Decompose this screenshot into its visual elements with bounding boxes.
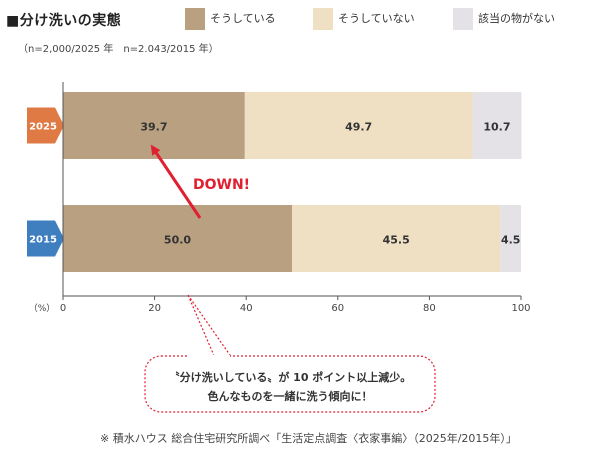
data-label-2015-2: 4.5 (501, 234, 521, 247)
bar-segment-2015-0 (63, 205, 292, 272)
x-tick-label-80: 80 (423, 303, 436, 314)
year-tag-label-2015: 2015 (29, 235, 57, 246)
legend-swatch-doing (185, 8, 205, 30)
year-tag-label-2025: 2025 (29, 122, 57, 133)
bar-segment-2025-1 (244, 92, 473, 159)
down-arrow (150, 144, 202, 219)
callout-box (144, 355, 436, 413)
legend-swatch-not-applicable (453, 8, 473, 30)
sample-size-note: （n=2,000/2025 年 n=2.043/2015 年） (18, 44, 219, 55)
legend-label-not-doing: そうしていない (338, 12, 415, 25)
data-label-2025-0: 39.7 (140, 121, 167, 134)
down-annotation: DOWN! (193, 177, 250, 193)
bar-group: 2025 39.7 49.7 10.7 2015 50.0 45.5 4.5 DOWN! (27, 92, 522, 272)
source-note: ※ 積水ハウス 総合住宅研究所調べ「生活定点調査〈衣家事編〉（2025年/201… (100, 432, 517, 445)
callout: 〝分け洗いしている〟が 10 ポイント以上減少。 色んなものを一緒に洗う傾向に！ (144, 294, 436, 413)
x-tick-label-40: 40 (240, 303, 253, 314)
x-axis: 0 20 40 60 80 100 （%） (29, 82, 531, 314)
x-unit-label: （%） (29, 303, 56, 314)
data-label-2025-2: 10.7 (483, 121, 510, 134)
data-label-2015-0: 50.0 (164, 234, 191, 247)
callout-line-2: 色んなものを一緒に洗う傾向に！ (208, 389, 373, 403)
legend-label-doing: そうしている (210, 12, 276, 25)
legend-label-not-applicable: 該当の物がない (478, 12, 555, 25)
x-tick-label-0: 0 (60, 303, 66, 314)
callout-line-1: 〝分け洗いしている〟が 10 ポイント以上減少。 (169, 370, 412, 384)
bar-segment-2015-2 (500, 205, 521, 272)
data-label-2025-1: 49.7 (345, 121, 372, 134)
x-tick-label-100: 100 (511, 303, 530, 314)
chart-title: ■分け洗いの実態 (6, 13, 122, 29)
data-label-2015-1: 45.5 (383, 234, 410, 247)
year-tag-2015 (27, 220, 64, 257)
x-tick-label-60: 60 (331, 303, 344, 314)
bar-segment-2025-2 (472, 92, 522, 159)
callout-pointer (187, 294, 234, 359)
bar-segment-2015-1 (292, 205, 501, 272)
legend-swatch-not-doing (313, 8, 333, 30)
x-tick-label-20: 20 (148, 303, 161, 314)
year-tag-2025 (27, 107, 64, 144)
